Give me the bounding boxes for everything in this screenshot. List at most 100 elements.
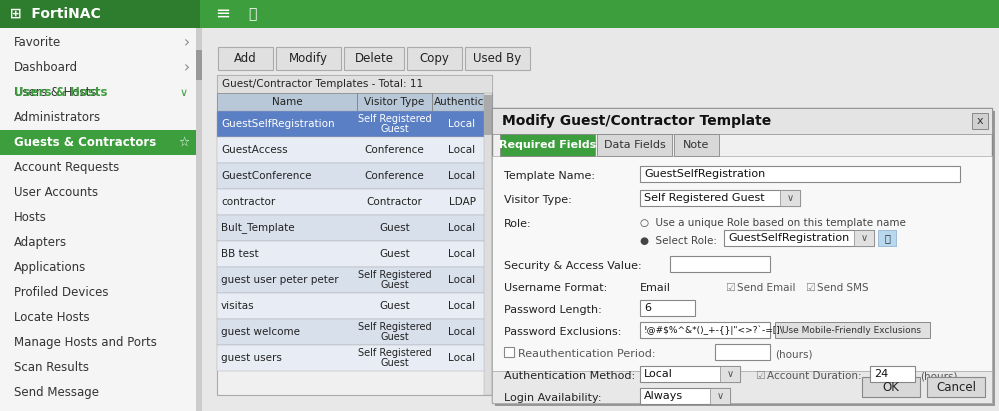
Text: Self Registered Guest: Self Registered Guest: [644, 193, 764, 203]
Text: (hours): (hours): [775, 349, 812, 359]
Bar: [640, 366, 740, 382]
Text: Use Mobile-Friendly Exclusions: Use Mobile-Friendly Exclusions: [782, 326, 921, 335]
Text: GuestConference: GuestConference: [221, 171, 312, 181]
Text: guest user peter peter: guest user peter peter: [221, 275, 339, 285]
Text: ○  Use a unique Role based on this template name: ○ Use a unique Role based on this templa…: [640, 218, 906, 228]
Bar: [870, 366, 915, 382]
Text: guest welcome: guest welcome: [221, 327, 300, 337]
Bar: [217, 189, 492, 215]
Text: Copy: Copy: [420, 52, 450, 65]
Text: Local: Local: [449, 145, 476, 155]
Bar: [492, 156, 992, 371]
Text: ∨: ∨: [726, 369, 733, 379]
Bar: [724, 230, 874, 246]
Bar: [854, 230, 874, 246]
Text: Modify Guest/Contractor Template: Modify Guest/Contractor Template: [502, 114, 771, 128]
Bar: [500, 134, 595, 156]
Text: x: x: [977, 116, 983, 126]
Text: Name: Name: [272, 97, 303, 107]
Text: GuestSelfRegistration: GuestSelfRegistration: [728, 233, 849, 243]
Bar: [407, 47, 462, 70]
Text: ›: ›: [184, 35, 190, 50]
Bar: [465, 47, 530, 70]
Text: Send Message: Send Message: [14, 386, 99, 399]
Text: Send Email: Send Email: [737, 283, 795, 293]
Bar: [217, 137, 492, 163]
Bar: [597, 134, 672, 156]
Bar: [200, 28, 999, 411]
Text: Delete: Delete: [355, 52, 394, 65]
Text: Guest: Guest: [380, 249, 410, 259]
Text: OK: OK: [882, 381, 899, 393]
Text: Local: Local: [449, 327, 476, 337]
Bar: [640, 388, 730, 404]
Text: Self Registered: Self Registered: [358, 270, 432, 280]
Text: Required Fields: Required Fields: [499, 140, 596, 150]
Text: Guest/Contractor Templates - Total: 11: Guest/Contractor Templates - Total: 11: [222, 79, 424, 89]
Text: Send SMS: Send SMS: [817, 283, 868, 293]
Text: Applications: Applications: [14, 261, 86, 274]
Text: Self Registered: Self Registered: [358, 348, 432, 358]
Text: Guests & Contractors: Guests & Contractors: [14, 136, 156, 149]
Text: Password Exclusions:: Password Exclusions:: [504, 327, 621, 337]
Bar: [0, 0, 999, 28]
Text: ●  Select Role:: ● Select Role:: [640, 236, 717, 246]
Text: Add: Add: [234, 52, 257, 65]
Text: Cancel: Cancel: [936, 381, 976, 393]
Text: GuestAccess: GuestAccess: [221, 145, 288, 155]
Text: Scan Results: Scan Results: [14, 361, 89, 374]
Text: Bult_Template: Bult_Template: [221, 222, 295, 233]
Bar: [640, 190, 800, 206]
Text: Guest: Guest: [381, 280, 409, 290]
Text: LDAP: LDAP: [449, 197, 476, 207]
Bar: [0, 0, 200, 28]
Bar: [492, 108, 992, 134]
Text: ∨: ∨: [786, 193, 793, 203]
Text: Favorite: Favorite: [14, 36, 61, 49]
Bar: [640, 166, 960, 182]
Bar: [217, 215, 492, 241]
Bar: [927, 377, 985, 397]
Bar: [196, 28, 202, 411]
Text: ☑: ☑: [725, 283, 735, 293]
Bar: [217, 93, 492, 111]
Text: Security & Access Value:: Security & Access Value:: [504, 261, 641, 271]
Text: Manage Hosts and Ports: Manage Hosts and Ports: [14, 336, 157, 349]
Text: Local: Local: [449, 171, 476, 181]
Text: BB test: BB test: [221, 249, 259, 259]
Text: ⊞  FortiNAC: ⊞ FortiNAC: [10, 7, 101, 21]
Text: Conference: Conference: [365, 145, 425, 155]
Bar: [217, 267, 492, 293]
Text: guest users: guest users: [221, 353, 282, 363]
Bar: [217, 293, 492, 319]
Text: Adapters: Adapters: [14, 236, 67, 249]
Text: Dashboard: Dashboard: [14, 61, 78, 74]
Bar: [217, 75, 492, 395]
Bar: [0, 28, 200, 411]
Text: Local: Local: [449, 119, 476, 129]
Text: Guest: Guest: [380, 223, 410, 233]
Text: GuestSelfRegistration: GuestSelfRegistration: [644, 169, 765, 179]
Bar: [862, 377, 920, 397]
Bar: [217, 111, 492, 137]
Text: ≡: ≡: [215, 5, 230, 23]
Bar: [484, 93, 492, 395]
Bar: [484, 95, 492, 135]
Text: ∨: ∨: [180, 88, 188, 97]
Text: Authentica: Authentica: [434, 97, 491, 107]
Text: (hours): (hours): [920, 371, 957, 381]
Text: Local: Local: [644, 369, 673, 379]
Text: ☑: ☑: [755, 371, 765, 381]
Text: Self Registered: Self Registered: [358, 114, 432, 124]
Text: ☆: ☆: [178, 136, 189, 149]
Text: 📁: 📁: [884, 233, 890, 243]
Text: Template Name:: Template Name:: [504, 171, 595, 181]
Text: Username Format:: Username Format:: [504, 283, 607, 293]
Text: Data Fields: Data Fields: [603, 140, 665, 150]
Text: Visitor Type: Visitor Type: [365, 97, 425, 107]
Text: Local: Local: [449, 249, 476, 259]
Text: Used By: Used By: [474, 52, 521, 65]
Text: User Accounts: User Accounts: [14, 186, 98, 199]
Text: Local: Local: [449, 353, 476, 363]
Bar: [217, 163, 492, 189]
